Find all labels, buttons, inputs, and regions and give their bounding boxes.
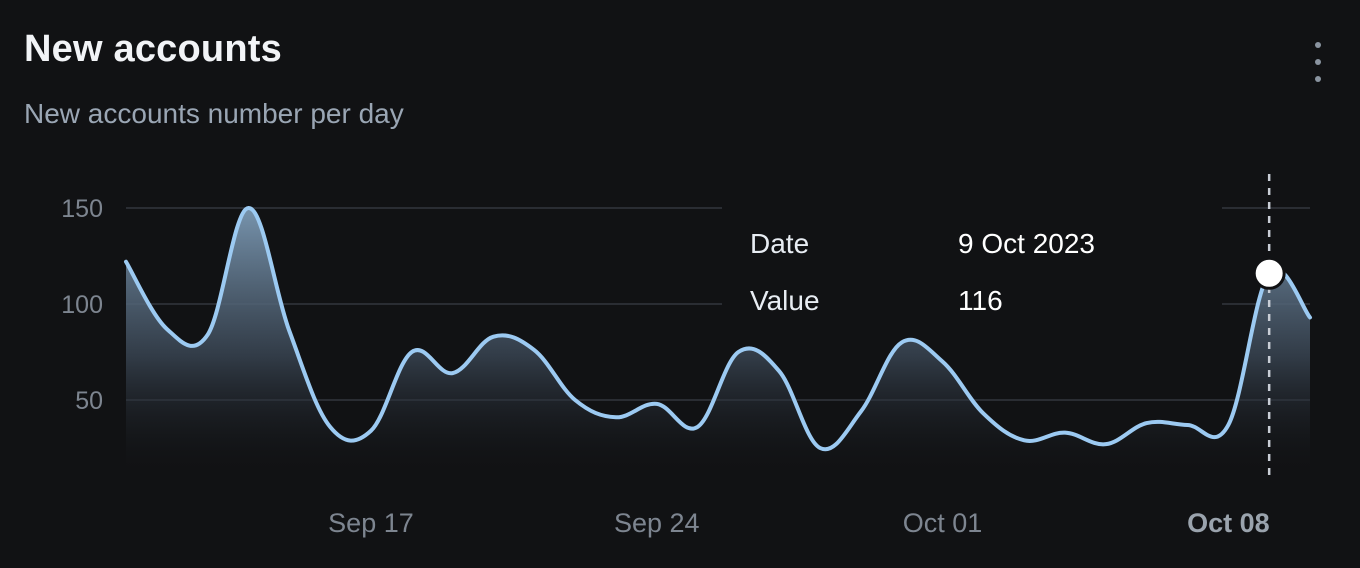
x-tick-label: Sep 24	[614, 508, 700, 538]
data-point[interactable]	[531, 347, 537, 353]
data-point[interactable]	[450, 370, 456, 376]
data-point[interactable]	[817, 445, 823, 451]
chart-tooltip: Date 9 Oct 2023 Value 116	[722, 206, 1222, 336]
data-point[interactable]	[940, 359, 946, 365]
data-point[interactable]	[164, 326, 170, 332]
data-point[interactable]	[613, 414, 619, 420]
data-point[interactable]	[286, 328, 292, 334]
data-point[interactable]	[858, 409, 864, 415]
data-point[interactable]	[899, 339, 905, 345]
data-point[interactable]	[980, 410, 986, 416]
data-point[interactable]	[1307, 314, 1313, 320]
data-point[interactable]	[654, 401, 660, 407]
data-point[interactable]	[327, 424, 333, 430]
data-point[interactable]	[1185, 422, 1191, 428]
highlight-point[interactable]	[1252, 256, 1286, 290]
tooltip-value-value: 116	[958, 285, 1003, 316]
data-point[interactable]	[1021, 437, 1027, 443]
menu-dot	[1315, 76, 1321, 82]
card-title: New accounts	[24, 28, 282, 70]
data-point[interactable]	[409, 349, 415, 355]
data-point[interactable]	[776, 368, 782, 374]
data-point[interactable]	[572, 397, 578, 403]
data-point[interactable]	[1144, 420, 1150, 426]
card-subtitle: New accounts number per day	[24, 98, 404, 129]
data-point[interactable]	[735, 349, 741, 355]
x-tick-label: Oct 08	[1187, 508, 1270, 538]
data-point[interactable]	[1062, 430, 1068, 436]
x-tick-label: Oct 01	[903, 508, 983, 538]
data-point[interactable]	[695, 424, 701, 430]
y-tick-label: 150	[61, 195, 103, 223]
data-point[interactable]	[368, 428, 374, 434]
tooltip-date-label: Date	[750, 228, 810, 259]
tooltip-value-label: Value	[750, 285, 820, 316]
more-vertical-icon[interactable]	[1302, 36, 1334, 88]
series-line	[124, 205, 1312, 452]
data-point[interactable]	[1103, 441, 1109, 447]
data-point[interactable]	[490, 334, 496, 340]
y-tick-label: 100	[61, 291, 103, 319]
series-area	[126, 207, 1310, 478]
data-point[interactable]	[123, 259, 129, 265]
menu-dot	[1315, 42, 1321, 48]
data-point[interactable]	[205, 332, 211, 338]
data-point[interactable]	[1225, 422, 1231, 428]
y-tick-label: 50	[75, 387, 103, 415]
data-point[interactable]	[245, 205, 251, 211]
tooltip-date-value: 9 Oct 2023	[958, 228, 1095, 259]
menu-dot	[1315, 59, 1321, 65]
x-tick-label: Sep 17	[328, 508, 414, 538]
